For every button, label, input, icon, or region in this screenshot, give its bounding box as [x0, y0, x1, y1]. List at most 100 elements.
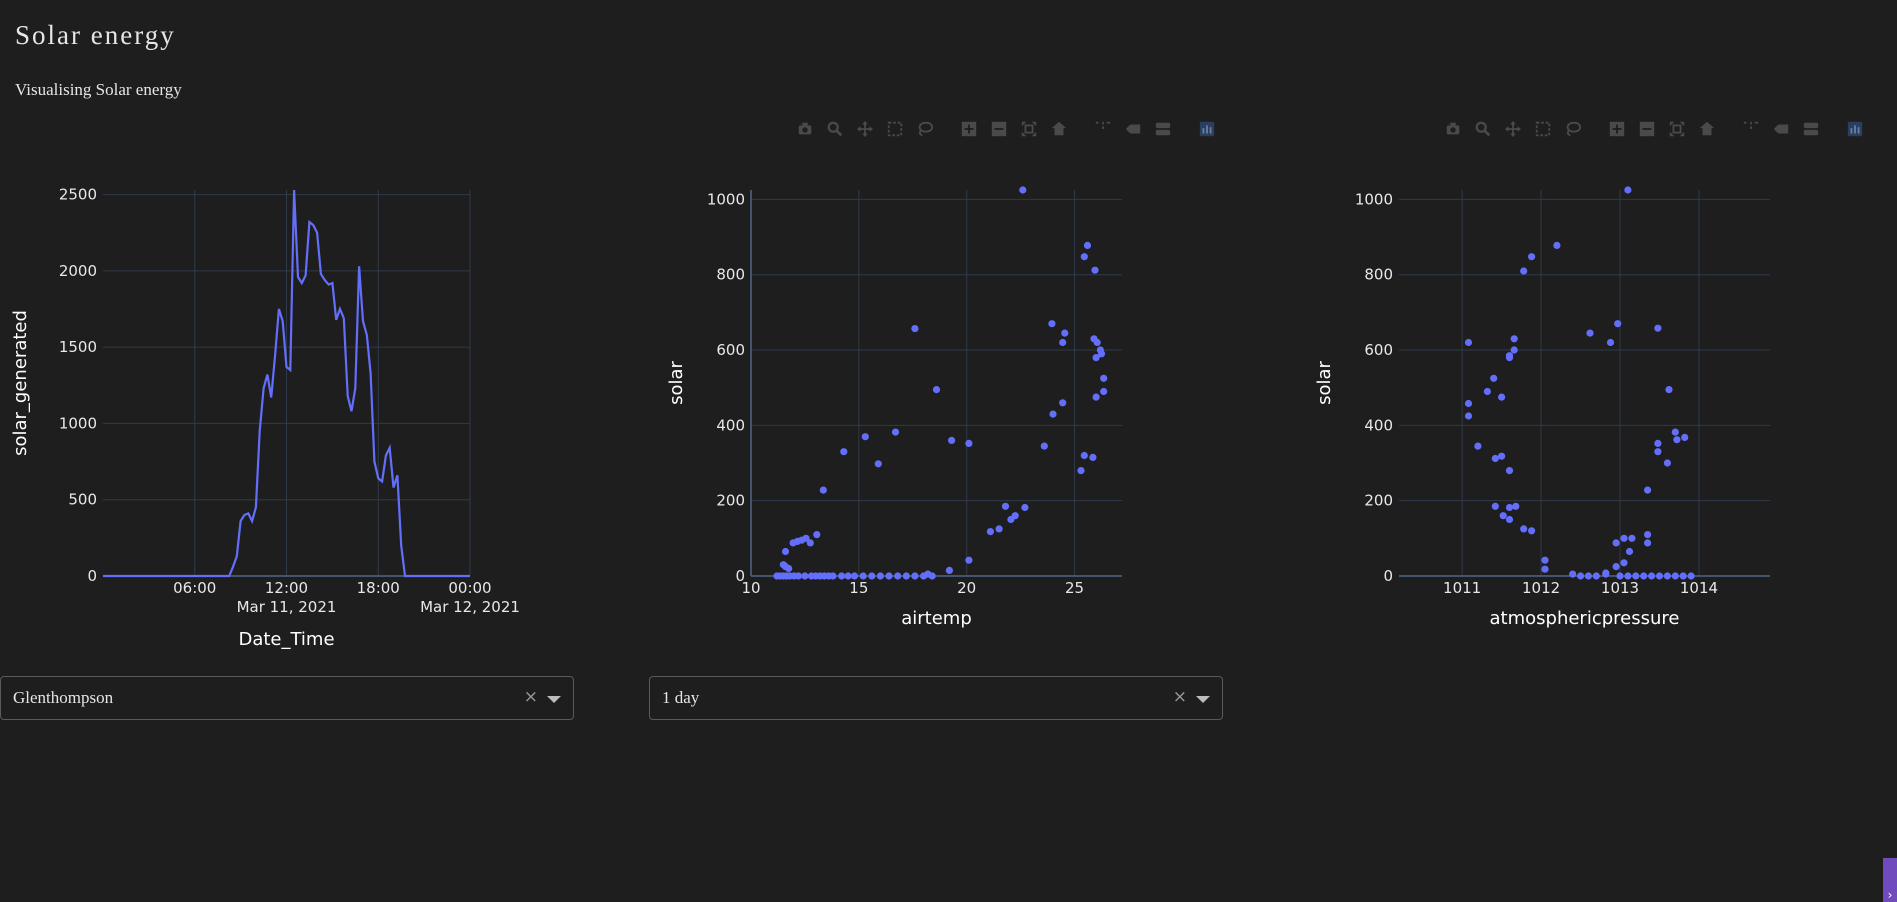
scatter-point — [1492, 503, 1499, 510]
scatter-point — [1081, 452, 1088, 459]
location-dropdown[interactable]: Glenthompson × — [0, 676, 574, 720]
clear-icon[interactable]: × — [1173, 687, 1187, 707]
scatter-point — [1077, 467, 1084, 474]
scatter-point — [1091, 267, 1098, 274]
scatter-point — [996, 525, 1003, 532]
scatter-point — [933, 386, 940, 393]
scatter-point — [1484, 388, 1491, 395]
scatter-point — [987, 528, 994, 535]
scatter-point — [911, 325, 918, 332]
scatter-point — [1624, 572, 1631, 579]
x-tick-label: 1013 — [1601, 579, 1639, 597]
scatter-point — [785, 565, 792, 572]
scatter-point — [1620, 559, 1627, 566]
scatter-point — [1049, 411, 1056, 418]
x-axis-title: Date_Time — [238, 629, 334, 650]
scatter-point — [1084, 242, 1091, 249]
scatter-point — [1100, 375, 1107, 382]
scatter-point — [829, 572, 836, 579]
scatter-point — [1498, 453, 1505, 460]
scatter-point — [1688, 572, 1695, 579]
scatter-point — [860, 572, 867, 579]
scatter-point — [1541, 566, 1548, 573]
scatter-point — [1506, 354, 1513, 361]
period-dropdown[interactable]: 1 day × — [649, 676, 1223, 720]
scatter-point — [924, 571, 931, 578]
y-tick-label: 600 — [1364, 341, 1393, 359]
scatter-point — [1511, 335, 1518, 342]
scatter-point — [1614, 320, 1621, 327]
scatter-point — [1628, 535, 1635, 542]
scatter-point — [795, 572, 802, 579]
scatter-point — [877, 572, 884, 579]
x-tick-label: 15 — [849, 579, 868, 597]
x-tick-label: 1011 — [1443, 579, 1481, 597]
scatter-point — [1089, 454, 1096, 461]
scatter-point — [1048, 320, 1055, 327]
x-tick-label: 18:00 — [357, 579, 400, 597]
scatter-point — [1602, 569, 1609, 576]
scatter-point — [1506, 516, 1513, 523]
scatter-point — [1059, 399, 1066, 406]
scatter-point — [1506, 504, 1513, 511]
scatter-point — [1648, 572, 1655, 579]
location-dropdown-value: Glenthompson — [13, 688, 113, 708]
scatter-point — [1041, 443, 1048, 450]
scatter-point — [1656, 572, 1663, 579]
scatter-point — [948, 437, 955, 444]
clear-icon[interactable]: × — [524, 687, 538, 707]
scatter-point — [1607, 339, 1614, 346]
scatter-point — [965, 440, 972, 447]
scatter-point — [1673, 436, 1680, 443]
scatter-point — [813, 531, 820, 538]
y-tick-label: 0 — [87, 567, 97, 585]
scatter-point — [1664, 572, 1671, 579]
scatter-point — [892, 429, 899, 436]
scroll-arrow-icon: › — [1888, 888, 1893, 902]
scatter-point — [1528, 253, 1535, 260]
scatter-point — [1664, 459, 1671, 466]
chevron-down-icon[interactable] — [547, 696, 561, 703]
scatter-point — [965, 557, 972, 564]
scatter-point — [1498, 394, 1505, 401]
scatter-point — [1644, 539, 1651, 546]
scatter-point — [1680, 572, 1687, 579]
y-tick-label: 1500 — [59, 338, 97, 356]
scatter-point — [1520, 267, 1527, 274]
scrollbar-thumb[interactable]: › — [1883, 858, 1897, 902]
scatter-point — [1654, 325, 1661, 332]
scatter-point — [807, 539, 814, 546]
y-tick-label: 500 — [68, 491, 97, 509]
chevron-down-icon[interactable] — [1196, 696, 1210, 703]
scatter-point — [911, 572, 918, 579]
x-tick-label: 1012 — [1522, 579, 1560, 597]
scatter-point — [1002, 503, 1009, 510]
scatter-point — [1586, 330, 1593, 337]
scatter-point — [1644, 487, 1651, 494]
scatter-point — [1613, 539, 1620, 546]
scatter-point — [1620, 535, 1627, 542]
period-dropdown-value: 1 day — [662, 688, 699, 708]
scatter-point — [1624, 186, 1631, 193]
x-tick-date-label: Mar 11, 2021 — [237, 598, 337, 616]
scatter-point — [862, 433, 869, 440]
scatter-point — [1553, 242, 1560, 249]
scatter-point — [1021, 504, 1028, 511]
scatter-point — [1585, 572, 1592, 579]
y-tick-label: 800 — [716, 266, 745, 284]
scatter-point — [820, 487, 827, 494]
x-tick-label: 06:00 — [173, 579, 216, 597]
y-tick-label: 1000 — [707, 190, 745, 208]
scatter-point — [1100, 388, 1107, 395]
scatter-point — [801, 572, 808, 579]
scatter-point — [845, 572, 852, 579]
scatter-point — [903, 572, 910, 579]
scatter-point — [1093, 394, 1100, 401]
y-tick-label: 0 — [1383, 567, 1393, 585]
y-axis-title: solar_generated — [10, 310, 31, 456]
y-tick-label: 600 — [716, 341, 745, 359]
scatter-point — [1626, 548, 1633, 555]
scatter-point — [1465, 412, 1472, 419]
scatter-point — [1019, 186, 1026, 193]
